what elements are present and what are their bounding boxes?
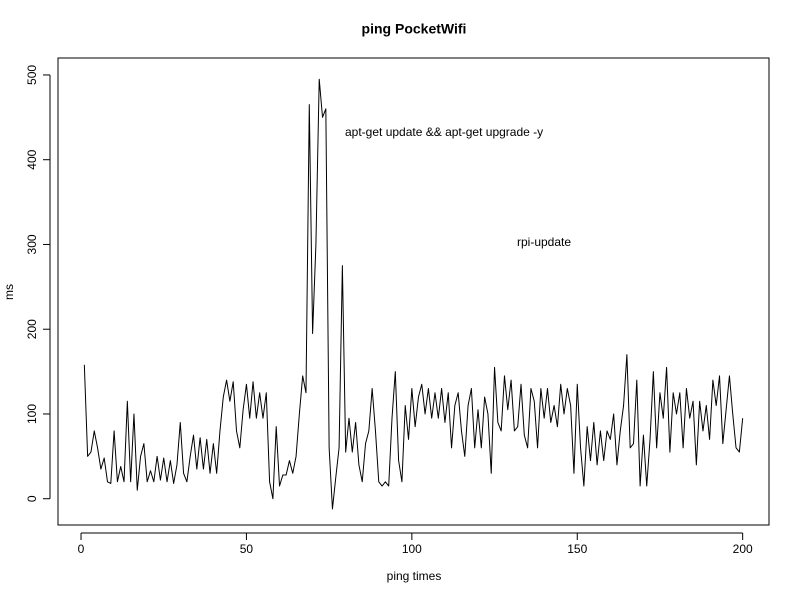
plot-frame [57, 57, 770, 526]
annotation: rpi-update [517, 235, 571, 249]
y-tick-label: 300 [25, 234, 39, 254]
y-tick-label: 0 [25, 495, 39, 502]
y-axis-label: ms [2, 284, 16, 300]
data-line [83, 78, 744, 510]
chart-title: ping PocketWifi [362, 21, 467, 37]
y-tick-label: 400 [25, 149, 39, 169]
annotation: apt-get update && apt-get upgrade -y [345, 125, 543, 139]
x-tick-label: 200 [733, 542, 753, 556]
x-tick-label: 0 [78, 542, 85, 556]
y-tick-label: 100 [25, 404, 39, 424]
x-axis-label: ping times [387, 569, 442, 583]
y-tick-label: 500 [25, 65, 39, 85]
x-tick-label: 150 [567, 542, 587, 556]
x-tick-label: 50 [240, 542, 254, 556]
y-tick-label: 200 [25, 319, 39, 339]
x-tick-label: 100 [402, 542, 422, 556]
